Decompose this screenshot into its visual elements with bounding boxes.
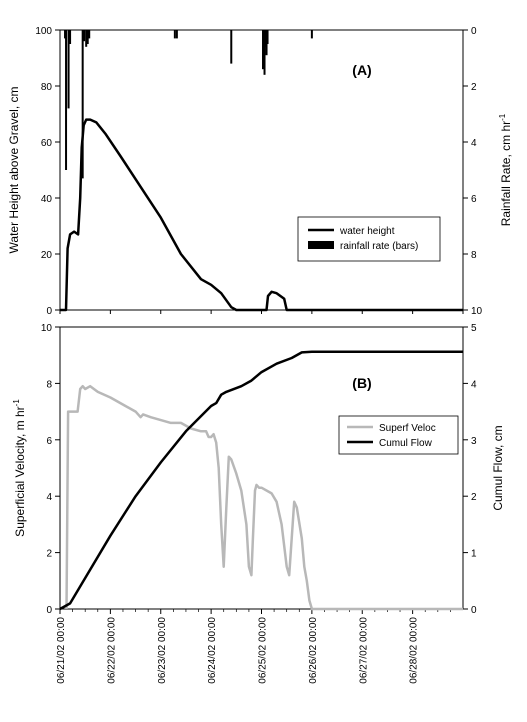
- panel-b-legend-box: [338, 415, 459, 455]
- panel-b-ylabel-sup: -1: [12, 399, 21, 407]
- rainfall-bar: [67, 30, 70, 109]
- panel-a: 0 20 40 60 80 100 0 2 4 6 8 10 (A) Water Height ab…: [7, 26, 513, 317]
- panel-b-xtick-label: 06/28/02 00:00: [409, 617, 420, 684]
- panel-b-xtick-label: 06/27/02 00:00: [358, 617, 369, 684]
- panel-a-ylabel: Water Height above Gravel, cm: [7, 87, 21, 254]
- rainfall-bar: [65, 30, 68, 170]
- legend-superf-veloc-label: Superf Veloc: [379, 423, 436, 434]
- panel-b-left-axis: 0 2 4 6 8 10: [41, 323, 60, 616]
- superf-veloc-line: [65, 384, 463, 611]
- panel-b-ytick-label: 2: [46, 549, 52, 560]
- panel-b-xtick-label: 06/24/02 00:00: [207, 617, 218, 684]
- panel-b: 0 2 4 6 8 10 0 1 2 3 4 5 06/21/02 00:00 06/22/02 00…: [12, 323, 505, 684]
- panel-b-xtick-label: 06/23/02 00:00: [157, 617, 168, 684]
- rainfall-bar: [86, 30, 89, 44]
- panel-a-ytick-label: 0: [46, 306, 52, 317]
- rainfall-bar: [69, 30, 72, 44]
- panel-b-ylabel-text: Superficial Velocity, m hr: [13, 406, 27, 537]
- rainfall-bar: [64, 30, 67, 39]
- panel-a-y2tick-label: 8: [471, 250, 477, 261]
- panel-b-xtick-label: 06/22/02 00:00: [106, 617, 117, 684]
- panel-a-y2label-sup: -1: [498, 113, 507, 121]
- cumul-flow-line: [59, 350, 463, 611]
- rainfall-bar: [85, 30, 88, 47]
- panel-b-ytick-label: 6: [46, 436, 52, 447]
- rainfall-bar: [265, 30, 268, 56]
- panel-b-ytick-label: 4: [46, 492, 52, 503]
- panel-b-ytick-label: 10: [41, 323, 53, 334]
- rainfall-bar: [173, 30, 176, 39]
- panel-b-y2label: Cumul Flow, cm: [491, 425, 505, 510]
- panel-a-y2tick-label: 6: [471, 194, 477, 205]
- rainfall-bar: [175, 30, 178, 39]
- panel-b-series: [59, 350, 463, 611]
- panel-b-y2tick-label: 0: [471, 605, 477, 616]
- rainfall-bar: [310, 30, 313, 39]
- rainfall-bar: [88, 30, 91, 39]
- panel-a-ytick-label: 20: [41, 250, 53, 261]
- rainfall-bar: [263, 30, 266, 75]
- panel-a-ytick-label: 100: [35, 26, 52, 37]
- panel-b-legend: Superf Veloc Cumul Flow: [338, 415, 459, 455]
- panel-a-y2tick-label: 10: [471, 306, 483, 317]
- panel-a-y2tick-label: 4: [471, 138, 477, 149]
- panel-a-legend-box: [297, 216, 441, 262]
- panel-a-ytick-label: 40: [41, 194, 53, 205]
- panel-b-ytick-label: 0: [46, 605, 52, 616]
- legend-cumul-flow-label: Cumul Flow: [379, 438, 433, 449]
- panel-a-left-axis: 0 20 40 60 80 100: [35, 26, 464, 317]
- panel-a-ytick-label: 60: [41, 138, 53, 149]
- panel-b-x-axis: 06/21/02 00:00 06/22/02 00:00 06/23/02 00:…: [56, 609, 451, 684]
- rainfall-bar: [81, 30, 84, 179]
- panel-a-y2tick-label: 0: [471, 26, 477, 37]
- panel-a-legend: water height rainfall rate (bars): [297, 216, 441, 262]
- panel-b-xtick-label: 06/25/02 00:00: [258, 617, 269, 684]
- legend-water-height-label: water height: [339, 226, 395, 237]
- panel-a-label: (A): [352, 62, 371, 78]
- panel-b-ylabel: Superficial Velocity, m hr-1: [12, 399, 27, 537]
- panel-b-y2tick-label: 4: [471, 379, 477, 390]
- panel-a-right-axis: 0 2 4 6 8 10: [463, 26, 483, 317]
- rainfall-bar: [266, 30, 269, 44]
- panel-b-xtick-label: 06/21/02 00:00: [56, 617, 67, 684]
- panel-b-y2tick-label: 2: [471, 492, 477, 503]
- rainfall-bar: [83, 30, 86, 42]
- panel-a-y2label-text: Rainfall Rate, cm hr: [499, 121, 513, 226]
- panel-b-xtick-label: 06/26/02 00:00: [308, 617, 319, 684]
- panel-a-ytick-label: 80: [41, 82, 53, 93]
- panel-b-y2tick-label: 1: [471, 549, 477, 560]
- panel-a-y2tick-label: 2: [471, 82, 477, 93]
- rainfall-bar: [262, 30, 265, 70]
- panel-a-series: [60, 118, 463, 312]
- panel-b-y2tick-label: 3: [471, 436, 477, 447]
- rainfall-bars: [64, 30, 313, 179]
- panel-b-ytick-label: 8: [46, 379, 52, 390]
- panel-b-y2tick-label: 5: [471, 323, 477, 334]
- panel-b-label: (B): [352, 375, 371, 391]
- legend-rainfall-swatch: [308, 241, 334, 249]
- panel-b-right-axis: 0 1 2 3 4 5: [463, 323, 477, 616]
- water-height-line: [60, 118, 463, 312]
- legend-rainfall-label: rainfall rate (bars): [340, 241, 418, 252]
- rainfall-bar: [230, 30, 233, 64]
- rainfall-bar: [264, 30, 267, 47]
- panel-a-y2label: Rainfall Rate, cm hr-1: [498, 113, 513, 226]
